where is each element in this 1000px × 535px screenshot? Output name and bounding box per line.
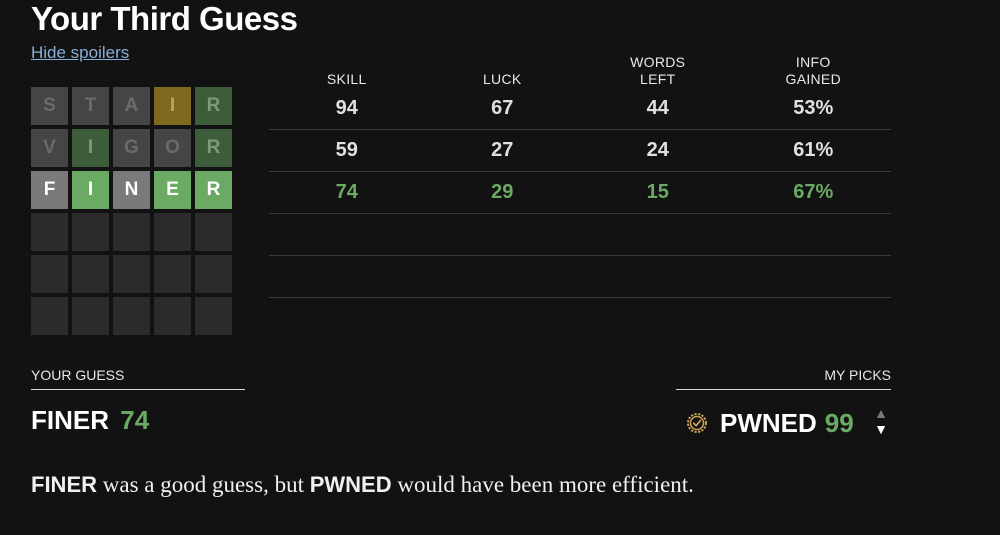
grid-tile: R: [195, 87, 232, 125]
grid-tile: I: [72, 171, 109, 209]
stats-cell-luck: 27: [491, 139, 514, 161]
stats-header: SKILL LUCK WORDS LEFT INFO GAINED: [269, 52, 891, 88]
grid-tile: [113, 213, 150, 251]
stats-cell-skill: 74: [335, 181, 358, 203]
stats-row: 94 67 44 53%: [269, 88, 891, 130]
summary-end: would have been more efficient.: [391, 472, 694, 497]
grid-tile: N: [113, 171, 150, 209]
stats-cell-info-gained: 67%: [793, 181, 834, 203]
grid-tile: [72, 297, 109, 335]
my-picks-label: MY PICKS: [676, 367, 891, 390]
stats-table: SKILL LUCK WORDS LEFT INFO GAINED 94 67 44…: [269, 52, 891, 298]
stats-row: [269, 214, 891, 256]
grid-tile: [154, 297, 191, 335]
stats-cell-skill: 59: [335, 139, 358, 161]
stats-cell-skill: 94: [335, 97, 358, 119]
stats-row: 59 27 24 61%: [269, 130, 891, 172]
arrow-up-icon[interactable]: ▲: [874, 405, 888, 421]
your-guess-score: 74: [120, 405, 150, 435]
your-guess-value: FINER 74: [31, 405, 149, 436]
stats-cell-info-gained: 53%: [793, 97, 834, 119]
grid-tile: [195, 255, 232, 293]
grid-row: [31, 297, 236, 335]
grid-tile: [113, 255, 150, 293]
stats-header-words-left: WORDS LEFT: [630, 54, 686, 87]
grid-tile: F: [31, 171, 68, 209]
hide-spoilers-link[interactable]: Hide spoilers: [31, 43, 130, 62]
grid-tile: S: [31, 87, 68, 125]
pick-stepper[interactable]: ▲ ▼: [873, 405, 889, 437]
grid-tile: [31, 255, 68, 293]
check-badge-icon: [686, 412, 708, 434]
stats-row: [269, 256, 891, 298]
arrow-down-icon[interactable]: ▼: [874, 421, 888, 437]
page-title: Your Third Guess: [31, 0, 298, 37]
grid-tile: [154, 255, 191, 293]
stats-cell-info-gained: 61%: [793, 139, 834, 161]
grid-tile: V: [31, 129, 68, 167]
grid-tile: [72, 255, 109, 293]
summary-text: FINER was a good guess, but PWNED would …: [31, 472, 694, 498]
stats-cell-words-left: 24: [646, 139, 669, 161]
stats-row: 74 29 15 67%: [269, 172, 891, 214]
stats-cell-luck: 29: [491, 181, 514, 203]
your-guess-label: YOUR GUESS: [31, 367, 245, 390]
grid-tile: [154, 213, 191, 251]
summary-middle: was a good guess, but: [97, 472, 310, 497]
grid-tile: R: [195, 171, 232, 209]
grid-tile: A: [113, 87, 150, 125]
my-pick-word: PWNED: [720, 407, 817, 438]
grid-tile: T: [72, 87, 109, 125]
stats-header-skill: SKILL: [326, 71, 367, 87]
grid-tile: [31, 297, 68, 335]
my-pick-score: 99: [824, 407, 854, 438]
my-pick-value: PWNED 99: [686, 405, 854, 441]
stats-cell-words-left: 15: [646, 181, 669, 203]
stats-header-info-gained: INFO GAINED: [785, 54, 841, 87]
grid-tile: R: [195, 129, 232, 167]
summary-guess-word: FINER: [31, 472, 97, 497]
grid-tile: [195, 297, 232, 335]
grid-row: [31, 255, 236, 293]
grid-tile: [72, 213, 109, 251]
grid-tile: G: [113, 129, 150, 167]
stats-header-luck: LUCK: [482, 71, 522, 87]
stats-cell-words-left: 44: [646, 97, 669, 119]
grid-tile: [113, 297, 150, 335]
grid-tile: I: [72, 129, 109, 167]
grid-tile: [31, 213, 68, 251]
grid-row: [31, 213, 236, 251]
grid-tile: [195, 213, 232, 251]
summary-pick-word: PWNED: [309, 472, 392, 497]
stats-cell-luck: 67: [491, 97, 514, 119]
stats-body: 94 67 44 53% 59 27 24 61% 74 29 15 67%: [269, 88, 891, 298]
grid-tile: O: [154, 129, 191, 167]
your-guess-word: FINER: [31, 405, 109, 435]
grid-tile: I: [154, 87, 191, 125]
grid-tile: E: [154, 171, 191, 209]
